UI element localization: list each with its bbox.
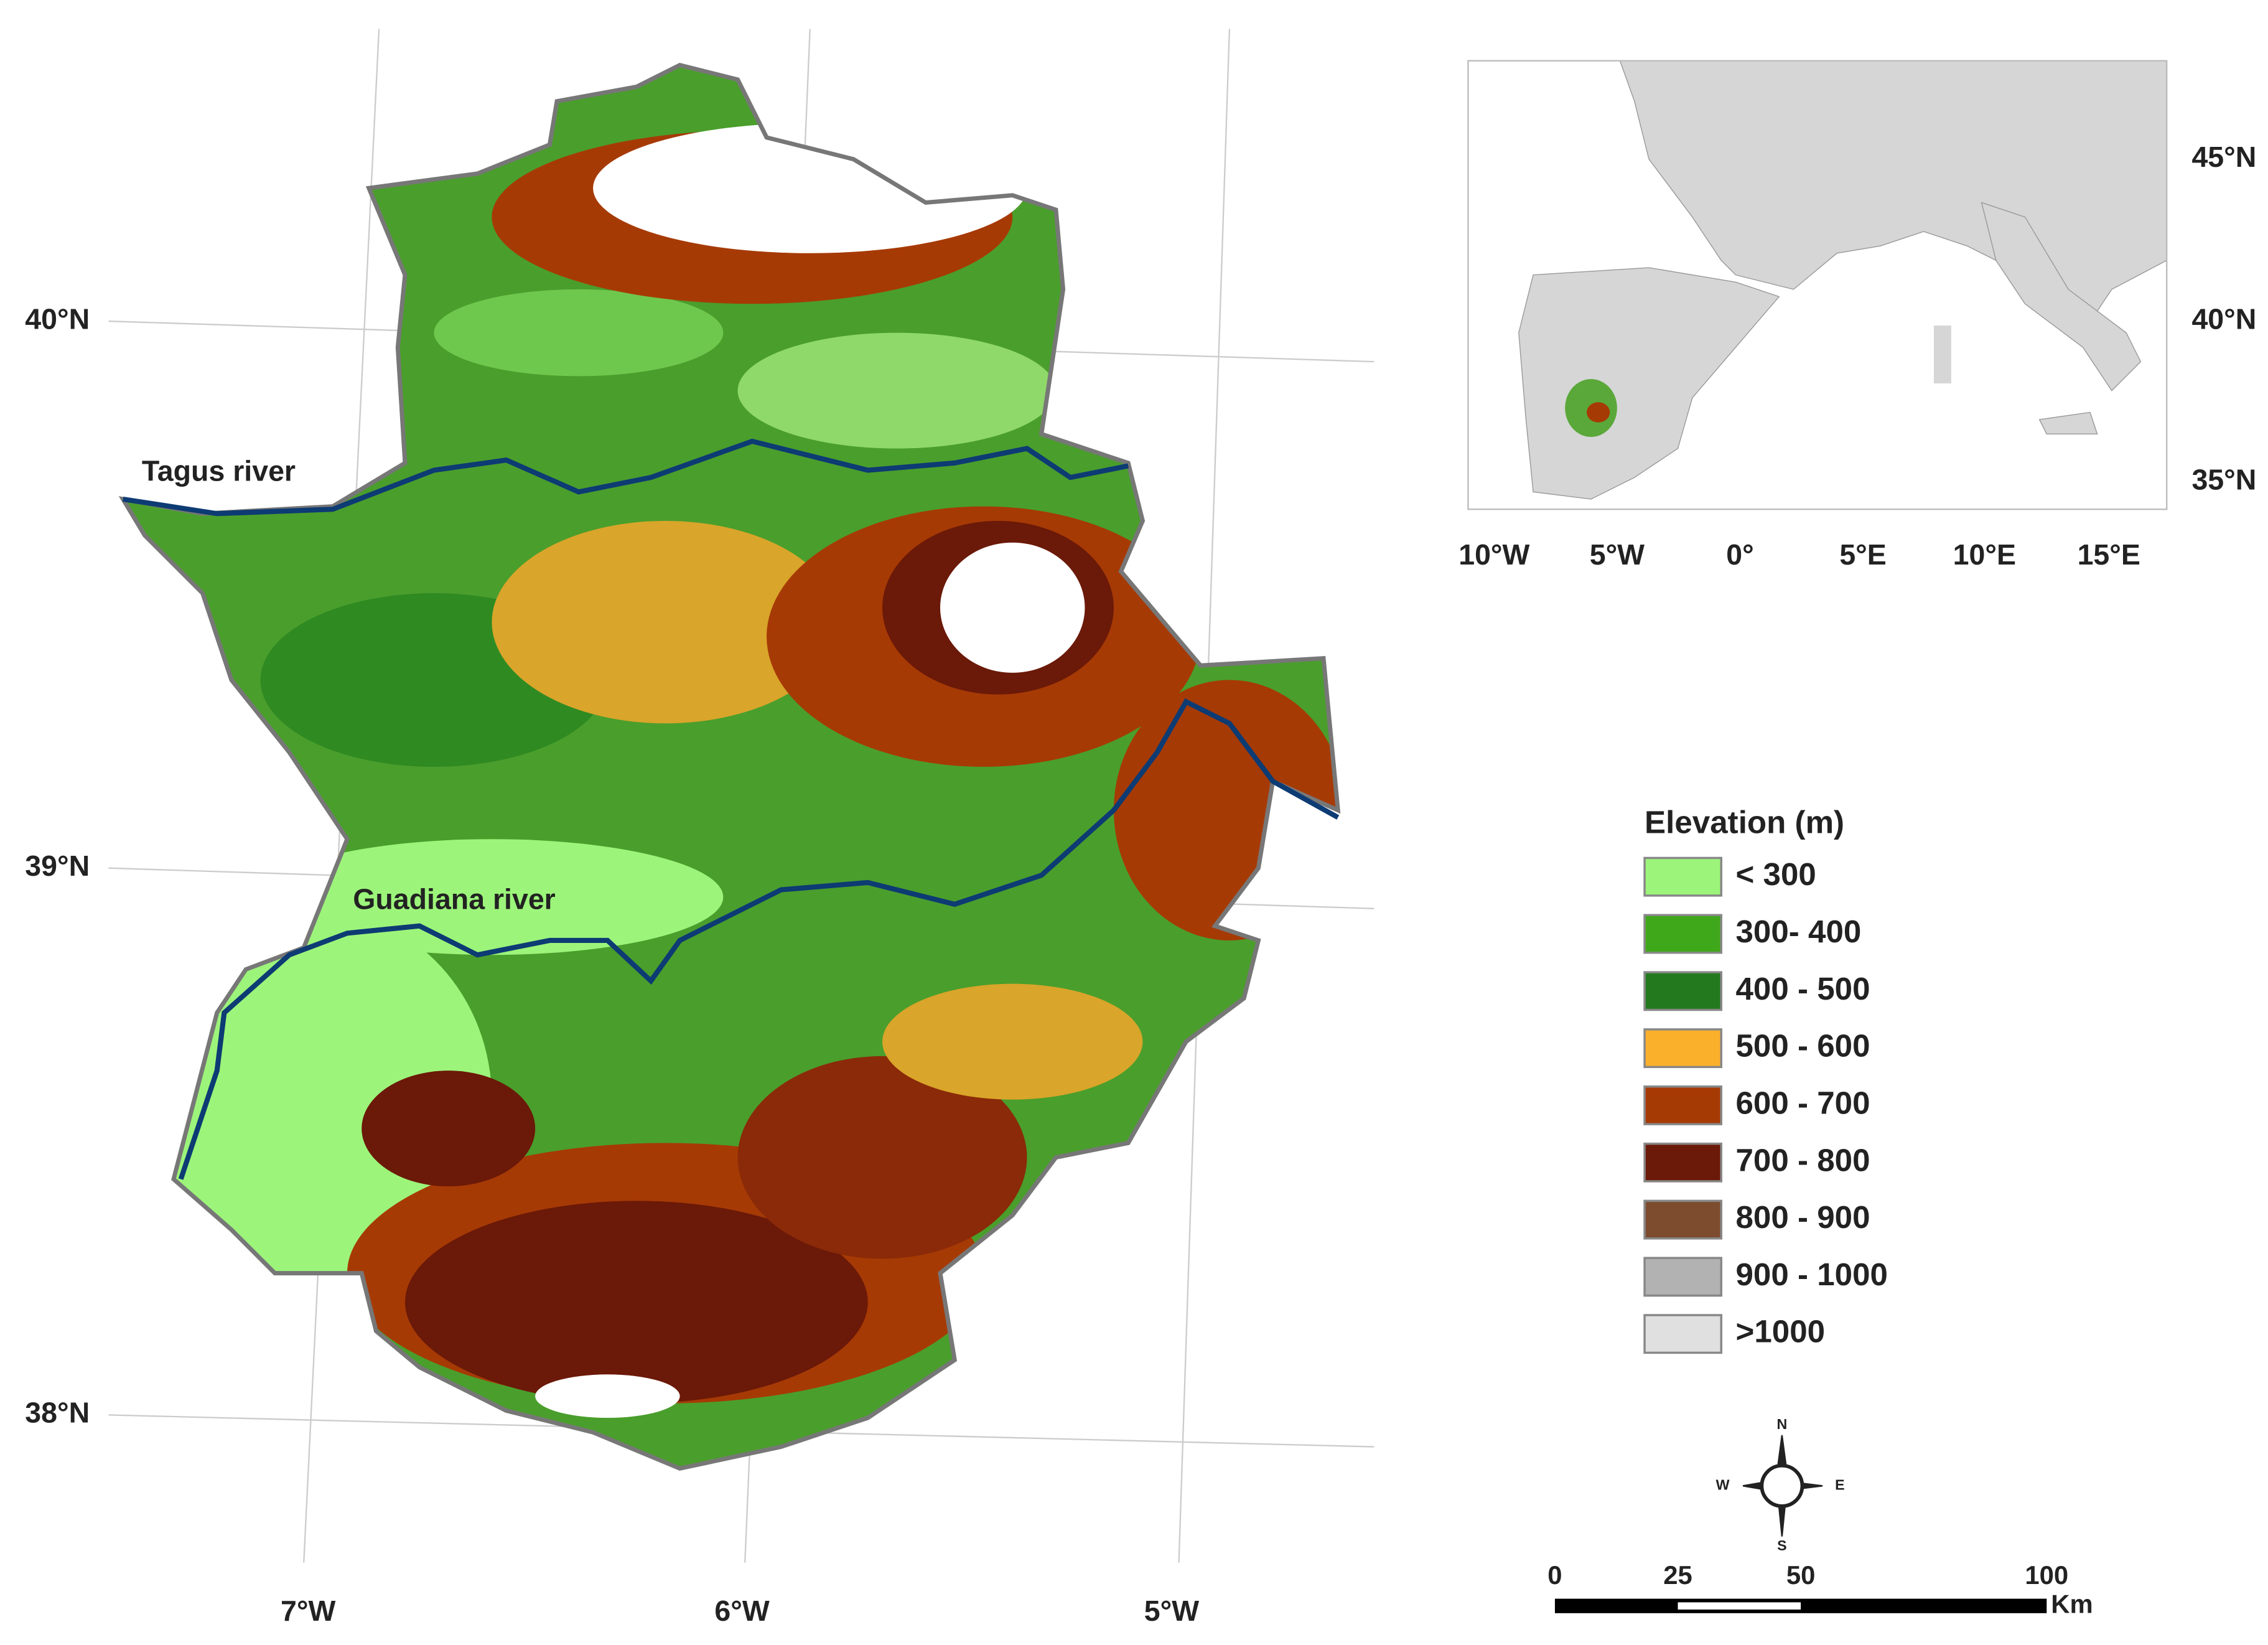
inset-lon-label: 10°W: [1458, 538, 1529, 571]
inset-lon-label: 10°E: [1953, 538, 2016, 571]
inset-lon-label: 15°E: [2078, 538, 2140, 571]
scale-segment: [1678, 1602, 1801, 1610]
legend-swatch: [1643, 1085, 1723, 1125]
region-outline: [118, 62, 1341, 1471]
river-label: Tagus river: [142, 454, 296, 487]
lon-label: 6°W: [714, 1595, 769, 1627]
inset-lat-label: 45°N: [2191, 141, 2256, 173]
legend: < 300 300- 400 400 - 500 500 - 600 600 - 700…: [1643, 856, 1888, 1354]
legend-label: 500 - 600: [1736, 1028, 1870, 1064]
scale-outline: [1554, 1598, 2047, 1613]
legend-swatch: [1643, 914, 1723, 954]
inset-map: [1468, 60, 2167, 510]
legend-label: 800 - 900: [1736, 1199, 1870, 1235]
lon-label: 5°W: [1144, 1595, 1199, 1627]
inset-lon-label: 5°W: [1590, 538, 1645, 571]
legend-swatch: [1643, 1257, 1723, 1297]
compass-letter: E: [1835, 1476, 1845, 1493]
scale-bar: 0 25 50 100: [1547, 1560, 2068, 1613]
inset-lat-label: 35°N: [2191, 463, 2256, 495]
inset-frame: [1467, 60, 2168, 510]
scale-tick-label: 100: [2025, 1560, 2068, 1590]
legend-swatch: [1643, 1314, 1723, 1354]
compass-letter: N: [1777, 1416, 1788, 1432]
study-area-inset: [1565, 379, 1617, 438]
inset-lon-label: 0°: [1726, 538, 1753, 571]
legend-label: 600 - 700: [1736, 1085, 1870, 1120]
scale-tick-label: 25: [1663, 1560, 1692, 1590]
scale-tick-label: 0: [1547, 1560, 1562, 1590]
legend-label: 300- 400: [1736, 914, 1862, 949]
legend-label: 400 - 500: [1736, 971, 1870, 1006]
legend-label: 700 - 800: [1736, 1142, 1870, 1178]
scale-unit: Km: [2051, 1589, 2093, 1618]
compass-letter: W: [1716, 1476, 1730, 1493]
lon-label: 7°W: [281, 1595, 335, 1627]
legend-label: < 300: [1736, 856, 1816, 892]
compass: [1742, 1435, 1823, 1537]
legend-swatch: [1643, 1028, 1723, 1069]
lat-label: 38°N: [25, 1397, 90, 1429]
lat-label: 39°N: [25, 850, 90, 882]
tagus-river: [123, 438, 1129, 517]
legend-swatch: [1643, 856, 1723, 897]
inset-lon-label: 5°E: [1839, 538, 1886, 571]
scale-tick-label: 50: [1786, 1560, 1816, 1590]
legend-swatch: [1643, 1199, 1723, 1240]
compass-letter: S: [1777, 1537, 1787, 1554]
river-label: Guadiana river: [353, 883, 556, 915]
legend-label: >1000: [1736, 1314, 1826, 1349]
inset-lat-label: 40°N: [2191, 302, 2256, 335]
legend-label: 900 - 1000: [1736, 1257, 1888, 1292]
legend-title: Elevation (m): [1645, 804, 1844, 840]
lat-label: 40°N: [25, 302, 90, 335]
legend-swatch: [1643, 971, 1723, 1011]
guadiana-river: [178, 698, 1340, 1180]
legend-swatch: [1643, 1142, 1723, 1183]
